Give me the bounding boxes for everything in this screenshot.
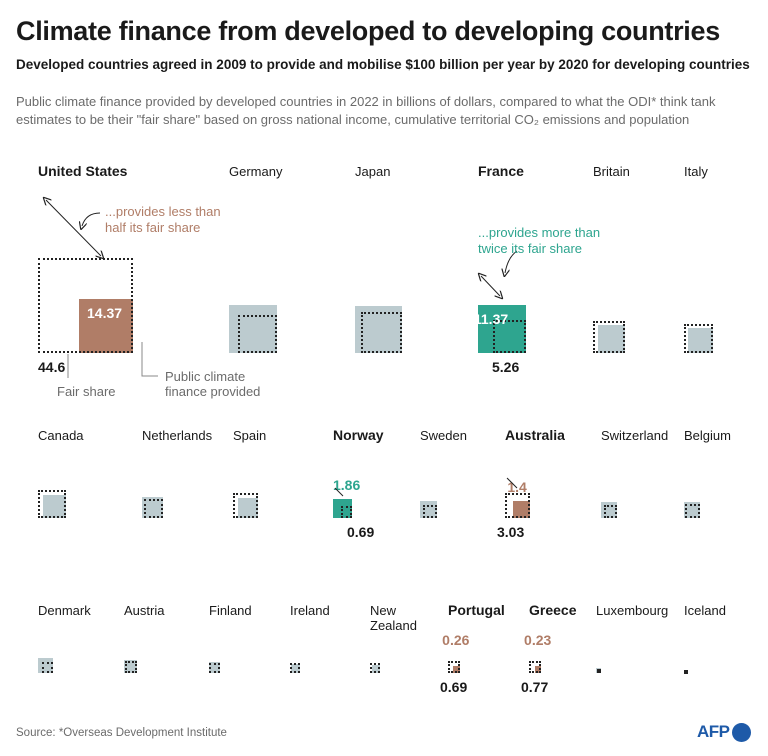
fair-share-square-spain — [233, 493, 258, 518]
fair-share-square-ireland — [290, 663, 300, 673]
fair-share-square-greece — [529, 660, 542, 673]
legend-fair-share: Fair share — [57, 384, 116, 399]
afp-logo-dot — [731, 722, 751, 742]
country-label-luxembourg: Luxembourg — [596, 603, 669, 618]
fair-share-square-australia — [505, 493, 530, 518]
fair-share-value-norway: 0.69 — [347, 524, 375, 540]
fair-share-value-france: 5.26 — [492, 359, 520, 375]
afp-logo-text: AFP — [697, 722, 730, 741]
country-label-belgium: Belgium — [684, 428, 731, 443]
country-label-austria: Austria — [124, 603, 165, 618]
chart-title: Climate finance from developed to develo… — [16, 16, 720, 46]
country-label-france: France — [478, 163, 524, 179]
fair-share-square-finland — [209, 662, 220, 673]
annotation-more: ...provides more than twice its fair sha… — [478, 225, 601, 256]
afp-logo: AFP — [697, 721, 751, 743]
country-label-netherlands: Netherlands — [142, 428, 213, 443]
provided-square-new-zealand — [371, 664, 381, 673]
provided-square-portugal — [452, 665, 460, 673]
country-label-ireland: Ireland — [290, 603, 330, 618]
fair-share-square-germany — [238, 314, 277, 353]
fair-share-square-norway — [340, 506, 353, 518]
provided-value-united-states: 14.37 — [87, 305, 123, 322]
country-label-iceland: Iceland — [684, 603, 726, 618]
fair-share-square-new-zealand — [370, 662, 381, 673]
fair-share-square-luxembourg — [596, 668, 601, 673]
country-label-sweden: Sweden — [420, 428, 467, 443]
country-label-united-states: United States — [38, 163, 128, 179]
country-label-germany: Germany — [229, 164, 283, 179]
provided-square-britain — [597, 325, 626, 353]
fair-share-value-portugal: 0.69 — [440, 679, 468, 695]
fair-share-value-greece: 0.77 — [521, 679, 549, 695]
country-label-japan: Japan — [355, 164, 391, 179]
country-label-switzerland: Switzerland — [601, 428, 669, 443]
country-label-canada: Canada — [38, 428, 84, 443]
country-label-portugal: Portugal — [448, 602, 505, 618]
country-label-finland: Finland — [209, 603, 252, 618]
provided-value-portugal: 0.26 — [442, 631, 470, 648]
provided-square-norway — [333, 498, 353, 518]
us-annotation-pointer — [82, 212, 101, 226]
provided-square-spain — [238, 498, 258, 518]
country-label-spain: Spain — [233, 428, 267, 443]
fair-share-value-united-states: 44.6 — [38, 359, 66, 375]
provided-square-ireland — [290, 664, 300, 673]
provided-value-france: 11.37 — [473, 311, 509, 328]
provided-square-canada — [43, 494, 67, 518]
provided-square-belgium — [684, 502, 700, 518]
annotation-less: ...provides less than half its fair shar… — [105, 204, 221, 235]
country-label-britain: Britain — [593, 164, 630, 179]
country-label-italy: Italy — [684, 164, 708, 179]
fair-share-square-austria — [125, 661, 138, 673]
fair-share-square-sweden — [423, 504, 437, 518]
fair-share-square-netherlands — [144, 499, 163, 518]
fair-share-square-iceland — [684, 670, 689, 675]
legend-provided: Public climate finance provided — [165, 369, 261, 399]
chart-subtitle: Developed countries agreed in 2009 to pr… — [16, 57, 750, 72]
fair-share-square-italy — [684, 324, 713, 353]
australia-diagonal-arrow — [506, 477, 518, 489]
fair-share-square-belgium — [685, 503, 700, 518]
country-label-norway: Norway — [333, 427, 384, 443]
provided-square-france — [478, 305, 526, 353]
provided-value-greece: 0.23 — [524, 632, 552, 649]
fair-share-square-portugal — [448, 661, 460, 673]
provided-square-italy — [687, 327, 713, 353]
provided-square-australia — [512, 501, 530, 518]
us-diagonal-arrow — [46, 200, 101, 256]
provided-square-austria — [124, 659, 138, 673]
chart-description: Public climate finance provided by devel… — [16, 94, 716, 127]
fair-share-square-canada — [38, 489, 67, 518]
country-label-denmark: Denmark — [38, 603, 91, 618]
country-label-new-zealand: New Zealand — [370, 603, 417, 633]
source-note: Source: *Overseas Development Institute — [16, 727, 227, 739]
provided-square-netherlands — [142, 497, 163, 518]
provided-square-united-states — [79, 299, 133, 353]
provided-square-greece — [534, 666, 542, 673]
us-legend-leader-provided — [141, 342, 158, 377]
provided-square-denmark — [38, 658, 53, 673]
fair-share-square-japan — [360, 311, 403, 353]
france-annotation-pointer — [505, 250, 518, 273]
provided-value-norway: 1.86 — [333, 476, 361, 493]
fair-share-square-france — [493, 320, 526, 353]
fair-share-value-australia: 3.03 — [497, 524, 525, 540]
country-label-australia: Australia — [505, 427, 565, 443]
fair-share-square-britain — [593, 320, 626, 353]
norway-diagonal-arrow — [334, 487, 344, 497]
fair-share-square-switzerland — [603, 504, 618, 518]
country-label-greece: Greece — [529, 602, 577, 618]
provided-square-germany — [229, 305, 277, 353]
france-diagonal-arrow — [481, 276, 500, 296]
fair-share-square-denmark — [42, 662, 53, 673]
provided-square-finland — [209, 662, 220, 673]
